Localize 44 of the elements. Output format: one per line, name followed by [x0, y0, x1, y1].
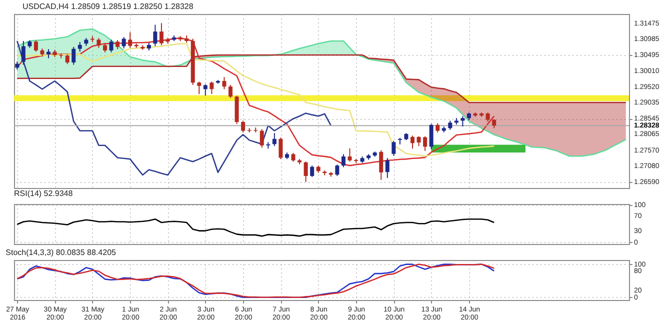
candlestick — [128, 32, 132, 48]
candlestick — [78, 41, 82, 52]
candlestick — [34, 40, 38, 52]
candlestick — [423, 136, 428, 152]
line-series — [16, 218, 495, 237]
chart-title: RSI(14) 52.9348 — [14, 188, 74, 198]
line-series — [16, 40, 332, 176]
candlestick — [379, 150, 384, 180]
candlestick — [228, 84, 233, 98]
candlestick — [102, 42, 107, 53]
candlestick — [392, 140, 396, 156]
candlestick — [21, 40, 26, 66]
candlestick — [65, 54, 70, 65]
candlestick — [260, 128, 264, 148]
candlestick — [460, 116, 465, 128]
candlestick — [385, 158, 390, 178]
chart-title: Stoch(14,3,3) 80.0835 88.4205 — [6, 248, 117, 257]
candlestick — [310, 165, 314, 178]
candlestick — [429, 123, 434, 150]
candlestick — [348, 148, 352, 162]
candlestick — [335, 164, 340, 176]
candlestick — [222, 76, 226, 90]
candlestick — [241, 120, 246, 133]
candlestick — [436, 122, 440, 133]
candlestick — [448, 120, 452, 130]
candlestick — [486, 112, 490, 122]
candlestick — [159, 22, 164, 46]
chart-title: USDCAD,H4 1.28509 1.28519 1.28250 1.28328 — [22, 2, 194, 11]
candlestick — [197, 81, 202, 95]
candlestick — [304, 161, 308, 182]
candlestick — [46, 48, 51, 59]
candlestick — [72, 46, 76, 66]
candlestick — [96, 38, 101, 48]
candlestick — [416, 136, 421, 147]
candlestick — [122, 36, 126, 49]
candlestick — [341, 154, 346, 168]
candlestick — [272, 132, 276, 147]
candlestick — [153, 24, 158, 47]
candlestick — [203, 84, 208, 96]
candlestick — [210, 81, 214, 95]
candlestick — [278, 137, 283, 160]
candlestick — [109, 39, 114, 53]
candlestick — [116, 40, 120, 50]
candlestick — [410, 135, 414, 150]
